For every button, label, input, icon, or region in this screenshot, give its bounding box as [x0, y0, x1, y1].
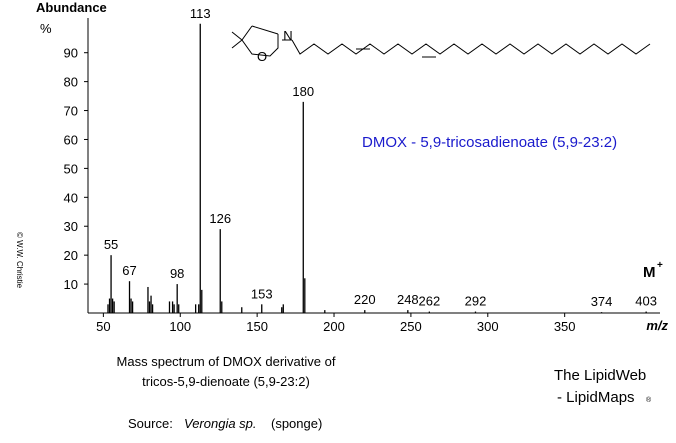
chart-title: DMOX - 5,9-tricosadienoate (5,9-23:2)	[362, 134, 617, 151]
ring-bond	[251, 25, 279, 35]
peak-label: 67	[122, 263, 136, 278]
methyl	[231, 39, 243, 49]
molecular-ion: M	[643, 264, 656, 281]
y-tick-label: 90	[64, 46, 78, 61]
peak-label: 126	[209, 211, 231, 226]
ring	[241, 25, 279, 57]
x-axis-label: m/z	[646, 318, 668, 333]
x-tick-label: 200	[323, 319, 345, 334]
x-tick-label: 300	[477, 319, 499, 334]
molecular-ion-sup: +	[657, 260, 663, 271]
peak-label: 374	[591, 294, 613, 309]
y-tick-label: 40	[64, 190, 78, 205]
x-tick-label: 50	[96, 319, 110, 334]
brand: - LipidMaps	[557, 389, 635, 406]
x-tick-label: 350	[554, 319, 576, 334]
source-species: Verongia sp.	[184, 416, 257, 431]
y-tick-label: 80	[64, 75, 78, 90]
x-tick-label: 150	[246, 319, 268, 334]
atom: O	[257, 49, 267, 64]
peak-label: 262	[419, 294, 441, 309]
x-tick-label: 250	[400, 319, 422, 334]
peak-label: 153	[251, 286, 273, 301]
y-tick-label: 70	[64, 104, 78, 119]
peak-label: 248	[397, 292, 419, 307]
y-tick-label: 10	[64, 277, 78, 292]
peak-label: 98	[170, 266, 184, 281]
x-tick-label: 100	[169, 319, 191, 334]
brand-mark: ®	[646, 396, 652, 404]
source-label: Source:	[128, 416, 173, 431]
peak-label: 180	[292, 84, 314, 99]
peak-label: 292	[465, 294, 487, 309]
source-note: (sponge)	[271, 416, 322, 431]
brand: The LipidWeb	[554, 367, 646, 384]
structure	[231, 25, 651, 58]
peak-label: 403	[635, 294, 657, 309]
peak-label: 55	[104, 237, 118, 252]
chain	[291, 39, 651, 55]
y-tick-label: 30	[64, 219, 78, 234]
y-axis-label: Abundance	[36, 0, 107, 15]
copyright: © W.W. Christie	[15, 232, 24, 289]
y-tick-label: 50	[64, 161, 78, 176]
methyl	[231, 31, 243, 41]
atom: N	[283, 28, 292, 43]
y-tick-label: 60	[64, 132, 78, 147]
y-unit: %	[40, 21, 52, 36]
caption: Mass spectrum of DMOX derivative of	[117, 354, 336, 369]
peak-label: 113	[190, 6, 211, 21]
caption: tricos-5,9-dienoate (5,9-23:2)	[142, 374, 310, 389]
peak-label: 220	[354, 292, 376, 307]
y-tick-label: 20	[64, 248, 78, 263]
